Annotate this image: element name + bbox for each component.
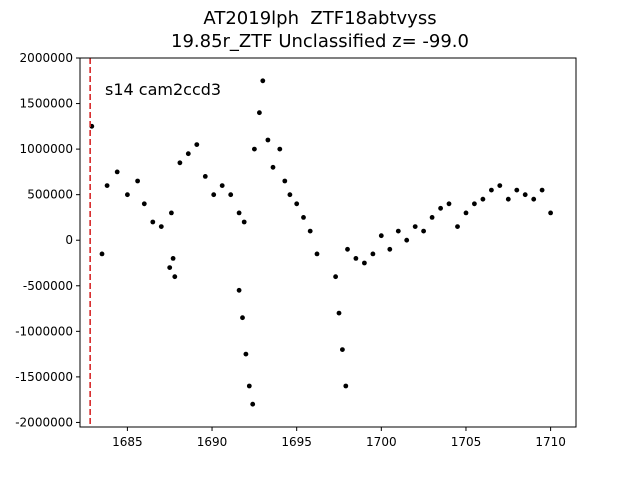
data-point xyxy=(246,383,252,389)
data-point xyxy=(270,164,276,170)
data-point xyxy=(141,201,147,207)
chart-title-line-1: AT2019lph ZTF18abtvyss xyxy=(203,8,437,29)
data-point xyxy=(370,251,376,257)
data-point xyxy=(282,178,288,184)
data-point xyxy=(250,401,256,407)
data-point xyxy=(438,205,443,211)
data-point xyxy=(421,228,426,234)
data-point xyxy=(301,215,306,220)
y-tick-label: -500000 xyxy=(23,279,73,293)
data-point xyxy=(362,260,367,266)
data-point xyxy=(219,183,225,189)
data-point xyxy=(340,347,345,352)
data-point xyxy=(211,192,217,198)
y-axis: -2000000 -1500000 -1000000 -500000 0 500000 10… xyxy=(15,51,80,429)
data-point xyxy=(472,201,477,207)
data-point xyxy=(172,274,178,280)
data-point xyxy=(345,246,350,252)
data-point xyxy=(177,160,183,166)
data-point xyxy=(378,233,384,239)
data-point xyxy=(236,210,242,216)
y-tick-label: 1500000 xyxy=(20,97,73,111)
data-point xyxy=(480,196,486,202)
data-point xyxy=(429,215,435,220)
y-tick-label: -2000000 xyxy=(15,415,73,429)
data-point xyxy=(446,201,452,207)
data-point xyxy=(387,246,393,252)
y-tick-label: 1000000 xyxy=(20,142,73,156)
data-point xyxy=(404,237,410,243)
y-tick-label: 0 xyxy=(65,233,73,247)
data-point xyxy=(99,251,105,257)
data-point xyxy=(463,210,469,216)
data-point xyxy=(412,224,418,230)
data-point xyxy=(170,256,176,261)
data-point xyxy=(252,146,257,152)
y-tick-label: -1000000 xyxy=(15,324,73,338)
data-point xyxy=(257,110,262,116)
x-tick-label: 1685 xyxy=(112,435,143,449)
plot-frame xyxy=(79,57,577,428)
data-point xyxy=(236,287,242,293)
data-point xyxy=(228,192,234,198)
data-point xyxy=(185,151,191,157)
data-point xyxy=(539,187,545,193)
data-point xyxy=(125,192,130,198)
data-point xyxy=(314,251,320,257)
x-tick-label: 1695 xyxy=(281,435,312,449)
data-point xyxy=(531,196,537,202)
data-point xyxy=(104,183,110,189)
data-point xyxy=(135,178,141,184)
x-tick-label: 1705 xyxy=(451,435,482,449)
data-point xyxy=(307,228,313,234)
data-point xyxy=(194,142,200,148)
data-point xyxy=(455,224,460,230)
x-tick-label: 1710 xyxy=(535,435,566,449)
y-tick-label: 500000 xyxy=(27,188,73,202)
data-point xyxy=(294,201,300,207)
data-point xyxy=(277,146,283,152)
data-point xyxy=(497,183,503,189)
data-point xyxy=(505,196,511,202)
data-point xyxy=(395,228,401,234)
data-point xyxy=(260,78,266,84)
data-point xyxy=(169,210,174,216)
data-point xyxy=(114,169,120,175)
data-point xyxy=(241,219,247,225)
data-point xyxy=(287,192,293,198)
data-point xyxy=(202,174,208,179)
data-point xyxy=(353,256,359,261)
y-tick-label: 2000000 xyxy=(20,51,73,65)
annotation-label: s14 cam2ccd3 xyxy=(105,80,221,99)
data-point xyxy=(265,137,271,143)
data-points xyxy=(89,78,553,407)
data-point xyxy=(158,224,164,230)
data-point xyxy=(522,192,528,198)
data-point xyxy=(240,315,245,321)
data-point xyxy=(548,210,553,216)
x-axis: 1685 1690 1695 1700 1705 1710 xyxy=(112,427,566,449)
x-tick-label: 1690 xyxy=(197,435,228,449)
data-point xyxy=(333,274,338,280)
data-point xyxy=(150,219,156,225)
x-tick-label: 1700 xyxy=(366,435,397,449)
y-tick-label: -1500000 xyxy=(15,370,73,384)
chart-title-line-2: 19.85r_ZTF Unclassified z= -99.0 xyxy=(171,31,469,52)
data-point xyxy=(243,351,249,357)
data-point xyxy=(343,383,349,389)
data-point xyxy=(167,265,173,270)
data-point xyxy=(489,187,494,193)
data-point xyxy=(514,187,520,193)
data-point xyxy=(336,310,342,316)
